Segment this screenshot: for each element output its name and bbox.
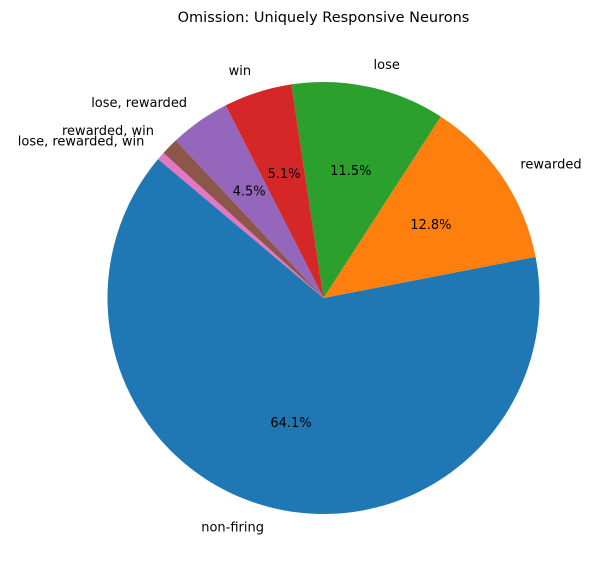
chart-title: Omission: Uniquely Responsive Neurons — [178, 10, 470, 26]
slice-label-non-firing: non-firing — [201, 521, 264, 536]
percentage-labels: 64.1% 12.8% 11.5% 5.1%4.5% — [233, 164, 452, 431]
pct-label-lose: 11.5% — [330, 164, 371, 179]
pie-slice-win — [225, 84, 324, 298]
pie-slices — [107, 82, 540, 514]
pct-label-non-firing: 64.1% — [270, 416, 311, 431]
slice-label-lose-rewarded-win: lose, rewarded, win — [18, 134, 145, 149]
pie-slice-lose — [291, 82, 441, 298]
pie-slice-rewarded — [323, 116, 536, 298]
category-labels: non-firing rewarded lose win lose, rewarded r… — [18, 58, 582, 535]
pct-label-rewarded: 12.8% — [410, 218, 451, 233]
slice-label-rewarded: rewarded — [520, 157, 581, 172]
pct-label-lose-rewarded: 4.5% — [233, 184, 266, 199]
pie-slice-non-firing — [107, 159, 540, 514]
pie-slice-lose-rewarded-win — [158, 153, 324, 298]
pct-label-win: 5.1% — [267, 167, 300, 182]
slice-label-rewarded-win: rewarded, win — [62, 124, 154, 139]
slice-label-lose: lose — [374, 58, 400, 73]
pie-slice-lose-rewarded — [175, 105, 324, 299]
pie-slice-rewarded-win — [163, 140, 324, 298]
slice-label-lose-rewarded: lose, rewarded — [91, 96, 187, 111]
slice-label-win: win — [229, 64, 251, 79]
